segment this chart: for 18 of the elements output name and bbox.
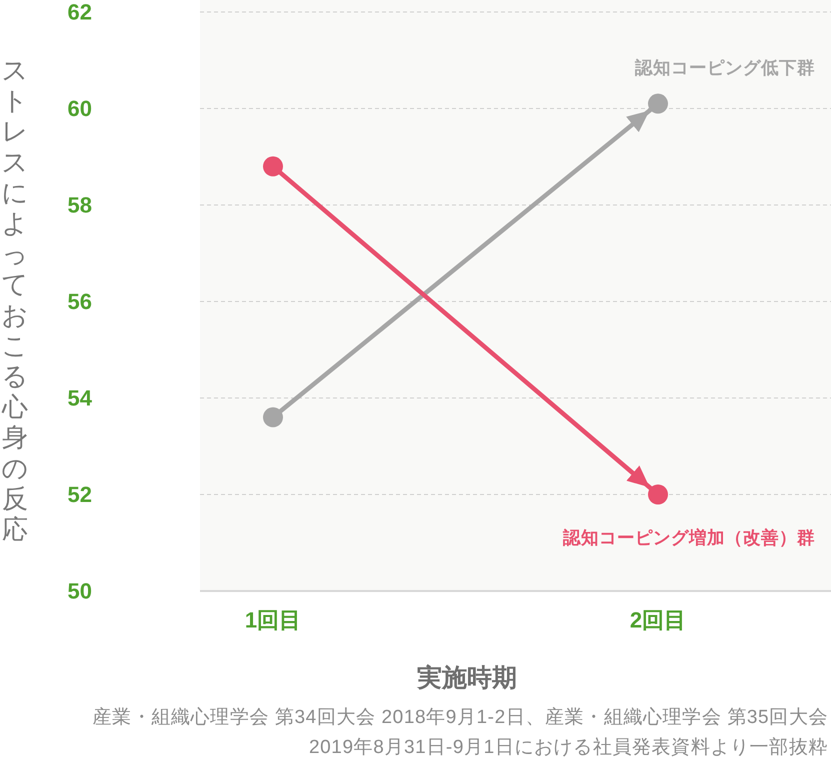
x-axis-title: 実施時期	[416, 664, 517, 692]
y-tick-label: 54	[68, 386, 93, 410]
point	[263, 407, 283, 428]
y-tick-label: 60	[68, 96, 92, 121]
point	[648, 94, 668, 114]
text: 産業・組織心理学会 第34回大会 2018年9月1-2日、産業・組織心理学会 第35回大会 2019年8月31日-9月1日における社員発表資料より一部抜粋	[92, 706, 828, 760]
x-tick-label: 1回目	[244, 608, 302, 632]
series-label: 認知コーピング増加（改善）群	[563, 528, 815, 548]
y-tick-label: 62	[68, 0, 92, 24]
point	[648, 484, 668, 504]
x-tick-label: 2回目	[630, 608, 686, 632]
y-axis-title: ストレスによっておこる心身の反応	[2, 55, 28, 544]
y-tick-label: 58	[68, 192, 92, 218]
y-tick-label: 52	[68, 482, 92, 507]
series-label: 認知コーピング低下群	[635, 58, 815, 78]
y-tick-label: 50	[68, 578, 92, 604]
y-tick-label: 56	[68, 289, 92, 314]
point	[263, 156, 283, 176]
